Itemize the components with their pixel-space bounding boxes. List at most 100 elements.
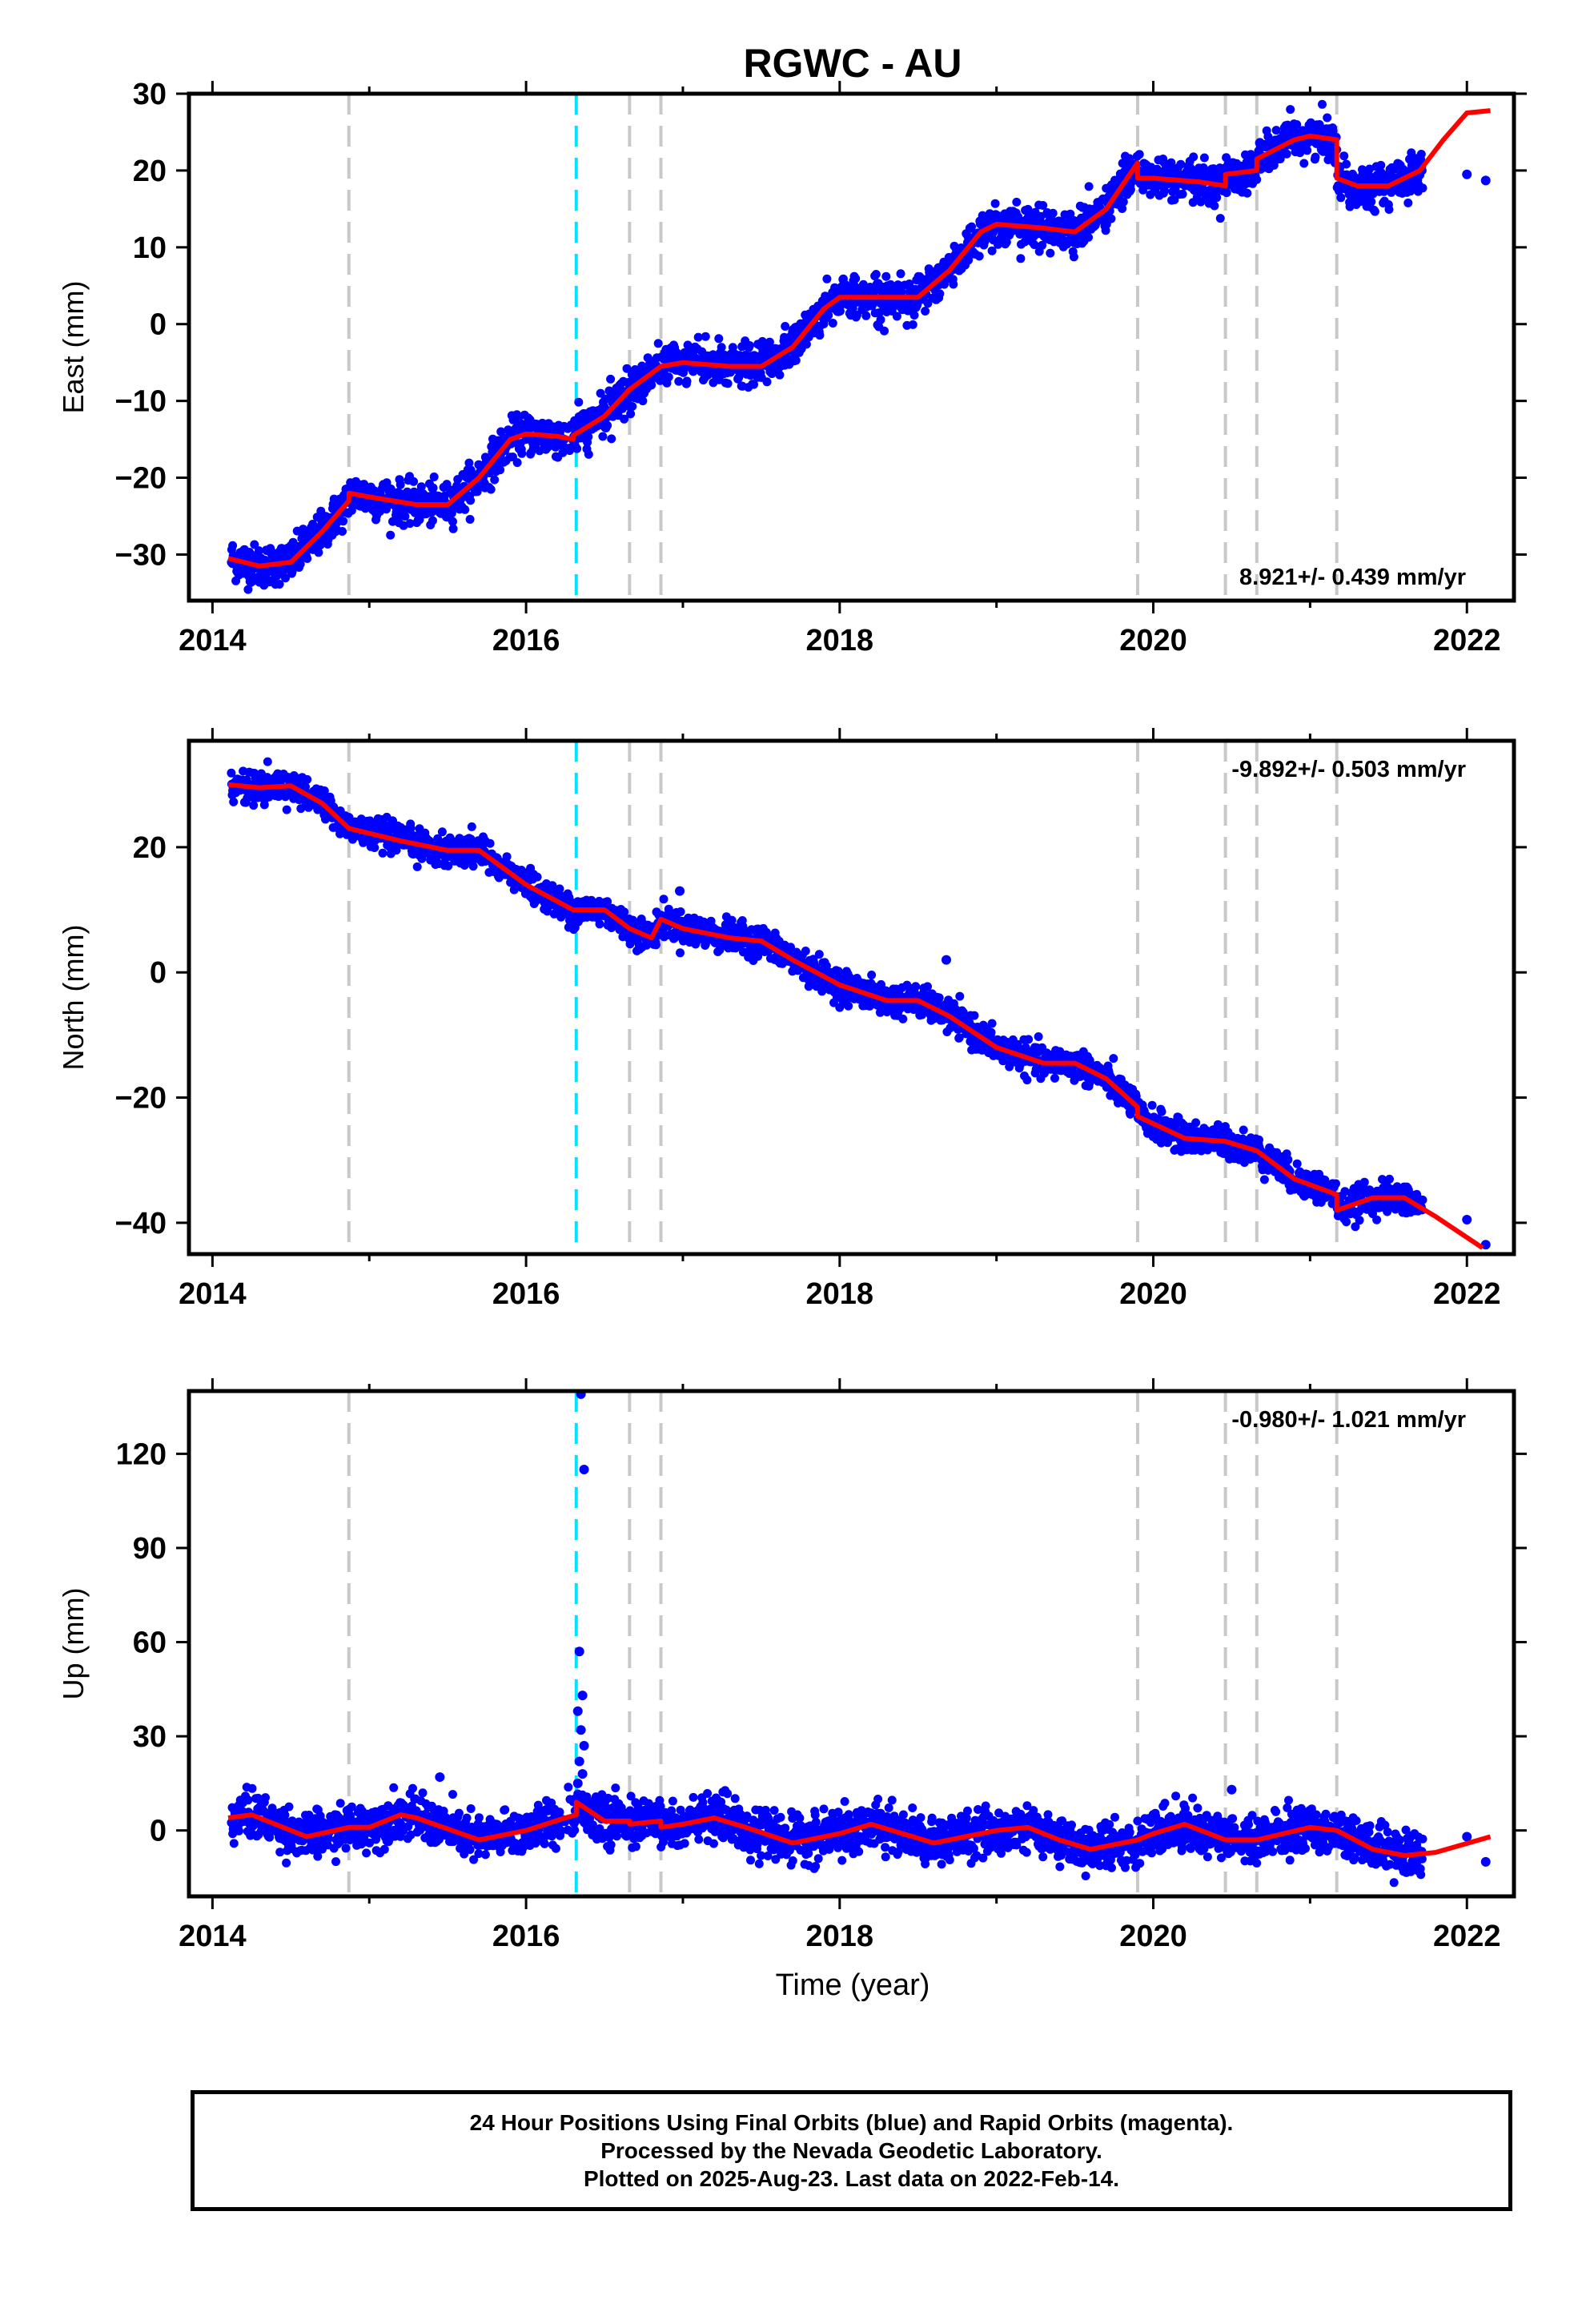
north-point [249, 801, 259, 810]
east-point [1189, 152, 1199, 162]
east-point [682, 376, 692, 386]
east-point [1271, 126, 1281, 135]
east-point [1118, 204, 1127, 213]
east-point [1038, 201, 1048, 210]
east-point [638, 396, 648, 406]
east-point [1418, 183, 1427, 193]
north-point [263, 757, 272, 766]
east-ytick-label: 20 [133, 155, 167, 188]
east-point [396, 480, 405, 489]
north-point [986, 1027, 996, 1037]
east-point [1215, 214, 1225, 223]
east-point [574, 397, 584, 407]
east-point [987, 246, 997, 255]
north-point [1024, 1035, 1034, 1044]
east-point [1336, 193, 1346, 203]
east-point [745, 341, 754, 350]
north-point [970, 1011, 979, 1020]
east-point [728, 343, 737, 352]
east-point [717, 343, 726, 352]
east-point [622, 364, 632, 373]
north-point [509, 885, 519, 895]
north-point [898, 1014, 908, 1023]
east-point [416, 482, 426, 492]
north-point [814, 950, 824, 959]
east-point [607, 434, 616, 444]
east-point [723, 379, 733, 388]
north-point [786, 943, 795, 952]
east-point [1002, 237, 1011, 247]
east-point [255, 546, 263, 556]
north-point [412, 862, 422, 871]
east-point [1323, 113, 1332, 123]
east-point [448, 524, 458, 533]
east-point [295, 560, 305, 569]
east-point [1016, 254, 1026, 263]
north-point [303, 774, 312, 784]
east-point [584, 449, 593, 459]
east-point [1403, 198, 1413, 207]
east-point [386, 530, 396, 540]
north-point [664, 904, 673, 914]
east-point [339, 517, 348, 526]
north-point [1157, 1107, 1166, 1116]
north-point [370, 843, 379, 852]
east-model-line [227, 108, 1491, 569]
east-point [1365, 164, 1375, 174]
east-point [1176, 159, 1186, 169]
east-point [598, 432, 608, 441]
east-point [464, 458, 474, 468]
north-point [502, 852, 512, 862]
north-point [227, 768, 236, 778]
east-data-points [227, 99, 1491, 594]
east-point [791, 356, 801, 365]
east-point [1126, 185, 1135, 195]
east-point [606, 374, 616, 384]
north-point [727, 915, 737, 925]
east-point [935, 289, 945, 299]
east-point [1303, 146, 1312, 155]
east-point [824, 311, 833, 320]
east-point [1084, 182, 1094, 191]
east-point [1030, 240, 1039, 249]
east-point [822, 274, 832, 283]
east-ytick-label: 30 [133, 78, 167, 111]
east-point [1282, 149, 1291, 159]
east-xtick-label: 2014 [179, 624, 247, 657]
east-ytick-label: −20 [115, 462, 167, 496]
east-point [1311, 152, 1320, 162]
north-point [923, 982, 932, 991]
north-point [676, 948, 685, 958]
north-point [555, 884, 564, 894]
north-point [417, 854, 427, 863]
east-xtick-label: 2018 [806, 624, 874, 657]
east-point [400, 512, 410, 521]
north-point [1109, 1054, 1118, 1063]
east-point [1243, 188, 1252, 198]
north-point [468, 862, 478, 871]
east-xtick-label: 2020 [1119, 624, 1187, 657]
east-outlier-point [1480, 175, 1491, 186]
east-point [1084, 232, 1093, 242]
east-point [897, 287, 906, 297]
east-point [603, 420, 612, 430]
east-ytick-label: 10 [133, 231, 167, 265]
north-point [817, 987, 827, 996]
east-point [892, 312, 901, 321]
north-point [543, 907, 552, 916]
east-ytick-label: 0 [150, 308, 167, 342]
east-point [1342, 159, 1351, 169]
east-xtick-label: 2022 [1433, 624, 1501, 657]
north-point [466, 834, 476, 844]
east-point [1170, 195, 1179, 204]
north-point [1034, 1032, 1043, 1041]
east-point [828, 319, 837, 328]
east-point [405, 519, 415, 529]
east-point [1252, 175, 1262, 184]
east-point [620, 414, 629, 424]
north-point [987, 1019, 997, 1028]
east-point [664, 372, 673, 382]
east-point [815, 331, 825, 340]
north-point [676, 907, 685, 916]
